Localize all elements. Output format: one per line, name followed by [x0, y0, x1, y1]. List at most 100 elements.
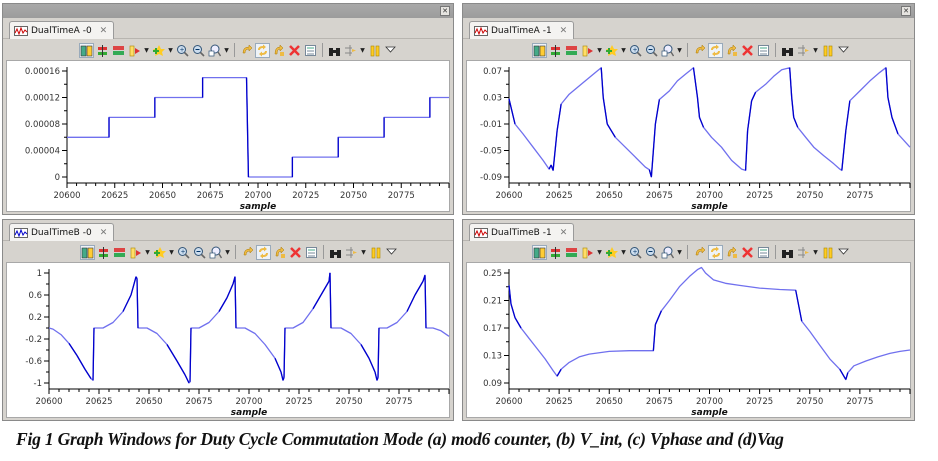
- delete-icon[interactable]: [289, 246, 302, 259]
- close-tab-icon[interactable]: ✕: [99, 227, 108, 238]
- dropdown-arrow-icon[interactable]: ▼: [621, 248, 626, 256]
- dropdown-arrow-icon[interactable]: ▼: [677, 248, 682, 256]
- split-red-icon[interactable]: [565, 44, 578, 57]
- add-star-icon[interactable]: [153, 246, 166, 259]
- dropdown-arrow-icon[interactable]: ▼: [225, 248, 230, 256]
- marker-icon[interactable]: [128, 44, 141, 57]
- dropdown-arrow-icon[interactable]: ▼: [145, 248, 150, 256]
- binoculars-icon[interactable]: [781, 44, 794, 57]
- sync-v-icon[interactable]: [725, 245, 738, 259]
- view-menu-icon[interactable]: [837, 246, 850, 259]
- sync-icon[interactable]: [241, 245, 254, 259]
- chart-plot-area[interactable]: 1 0.6 0.2 -0.2 -0.6 -1 20600 20625 20650 20675 207…: [6, 262, 450, 418]
- pause-icon[interactable]: [821, 44, 834, 57]
- x-tick-label: 20650: [596, 397, 623, 407]
- zoom-in-icon[interactable]: +: [177, 246, 190, 259]
- dropdown-arrow-icon[interactable]: ▼: [677, 46, 682, 54]
- delete-icon[interactable]: [288, 44, 301, 57]
- split-horizontal-icon[interactable]: [97, 246, 110, 259]
- add-star-icon[interactable]: [152, 44, 165, 57]
- arrows-icon[interactable]: [797, 44, 810, 57]
- zoom-in-icon[interactable]: +: [629, 246, 642, 259]
- dropdown-arrow-icon[interactable]: ▼: [813, 248, 818, 256]
- zoom-fit-icon[interactable]: [661, 246, 674, 259]
- columns-icon[interactable]: [79, 42, 94, 58]
- sync-icon[interactable]: [240, 43, 253, 57]
- marker-icon[interactable]: [581, 246, 594, 259]
- sync-v-icon[interactable]: [273, 245, 286, 259]
- list-icon[interactable]: [757, 44, 770, 57]
- zoom-out-icon[interactable]: [192, 44, 205, 57]
- dropdown-arrow-icon[interactable]: ▼: [360, 46, 365, 54]
- add-star-icon[interactable]: [605, 246, 618, 259]
- split-horizontal-icon[interactable]: [549, 44, 562, 57]
- columns-icon[interactable]: [80, 244, 95, 260]
- chart-plot-area[interactable]: 0.07 0.03 -0.01 -0.05 -0.09 20600 20625 20650 20…: [466, 60, 911, 212]
- columns-icon[interactable]: [532, 42, 547, 58]
- columns-icon[interactable]: [532, 244, 547, 260]
- pause-icon[interactable]: [368, 44, 381, 57]
- sync-h-icon[interactable]: [256, 244, 271, 260]
- zoom-out-icon[interactable]: [193, 246, 206, 259]
- chart-plot-area[interactable]: 0.00016 0.00012 0.00008 0.00004 0 20600 20625 2…: [6, 60, 450, 212]
- dropdown-arrow-icon[interactable]: ▼: [169, 248, 174, 256]
- dropdown-arrow-icon[interactable]: ▼: [144, 46, 149, 54]
- delete-icon[interactable]: [741, 44, 754, 57]
- tab-dualtimea-1[interactable]: DualTimeA -1 ✕: [469, 21, 575, 40]
- view-menu-icon[interactable]: [837, 44, 850, 57]
- split-red-icon[interactable]: [113, 246, 126, 259]
- tab-dualtimea-0[interactable]: DualTimeA -0 ✕: [9, 21, 115, 40]
- view-menu-icon[interactable]: [385, 246, 398, 259]
- marker-icon[interactable]: [581, 44, 594, 57]
- tab-dualtimeb-0[interactable]: DualTimeB -0 ✕: [9, 223, 115, 242]
- chart-plot-area[interactable]: 0.25 0.21 0.17 0.13 0.09 20600 20625 20650 20675…: [466, 262, 911, 418]
- list-icon[interactable]: [757, 246, 770, 259]
- sync-h-icon[interactable]: [708, 42, 723, 58]
- list-icon[interactable]: [304, 44, 317, 57]
- sync-h-icon[interactable]: [708, 244, 723, 260]
- split-horizontal-icon[interactable]: [96, 44, 109, 57]
- split-red-icon[interactable]: [565, 246, 578, 259]
- close-window-icon[interactable]: ✕: [901, 6, 911, 16]
- zoom-fit-icon[interactable]: [209, 246, 222, 259]
- close-tab-icon[interactable]: ✕: [99, 25, 108, 36]
- view-menu-icon[interactable]: [384, 44, 397, 57]
- close-tab-icon[interactable]: ✕: [559, 227, 568, 238]
- dropdown-arrow-icon[interactable]: ▼: [597, 46, 602, 54]
- list-icon[interactable]: [305, 246, 318, 259]
- split-horizontal-icon[interactable]: [549, 246, 562, 259]
- pause-icon[interactable]: [821, 246, 834, 259]
- dropdown-arrow-icon[interactable]: ▼: [813, 46, 818, 54]
- zoom-fit-icon[interactable]: [208, 44, 221, 57]
- marker-icon[interactable]: [129, 246, 142, 259]
- binoculars-icon[interactable]: [328, 44, 341, 57]
- dropdown-arrow-icon[interactable]: ▼: [361, 248, 366, 256]
- split-red-icon[interactable]: [112, 44, 125, 57]
- sync-h-icon[interactable]: [255, 42, 270, 58]
- close-window-icon[interactable]: ✕: [440, 6, 450, 16]
- sync-icon[interactable]: [693, 43, 706, 57]
- delete-icon[interactable]: [741, 246, 754, 259]
- zoom-fit-icon[interactable]: [661, 44, 674, 57]
- pause-icon[interactable]: [369, 246, 382, 259]
- tab-dualtimeb-1[interactable]: DualTimeB -1 ✕: [469, 223, 575, 242]
- sync-v-icon[interactable]: [725, 43, 738, 57]
- x-tick-label: 20700: [235, 397, 262, 407]
- zoom-out-icon[interactable]: [645, 246, 658, 259]
- add-star-icon[interactable]: [605, 44, 618, 57]
- dropdown-arrow-icon[interactable]: ▼: [168, 46, 173, 54]
- arrows-icon[interactable]: [344, 44, 357, 57]
- arrows-icon[interactable]: [345, 246, 358, 259]
- dropdown-arrow-icon[interactable]: ▼: [597, 248, 602, 256]
- arrows-icon[interactable]: [797, 246, 810, 259]
- binoculars-icon[interactable]: [781, 246, 794, 259]
- sync-icon[interactable]: [693, 245, 706, 259]
- zoom-out-icon[interactable]: [645, 44, 658, 57]
- close-tab-icon[interactable]: ✕: [559, 25, 568, 36]
- binoculars-icon[interactable]: [329, 246, 342, 259]
- zoom-in-icon[interactable]: +: [629, 44, 642, 57]
- dropdown-arrow-icon[interactable]: ▼: [621, 46, 626, 54]
- sync-v-icon[interactable]: [272, 43, 285, 57]
- dropdown-arrow-icon[interactable]: ▼: [224, 46, 229, 54]
- zoom-in-icon[interactable]: +: [176, 44, 189, 57]
